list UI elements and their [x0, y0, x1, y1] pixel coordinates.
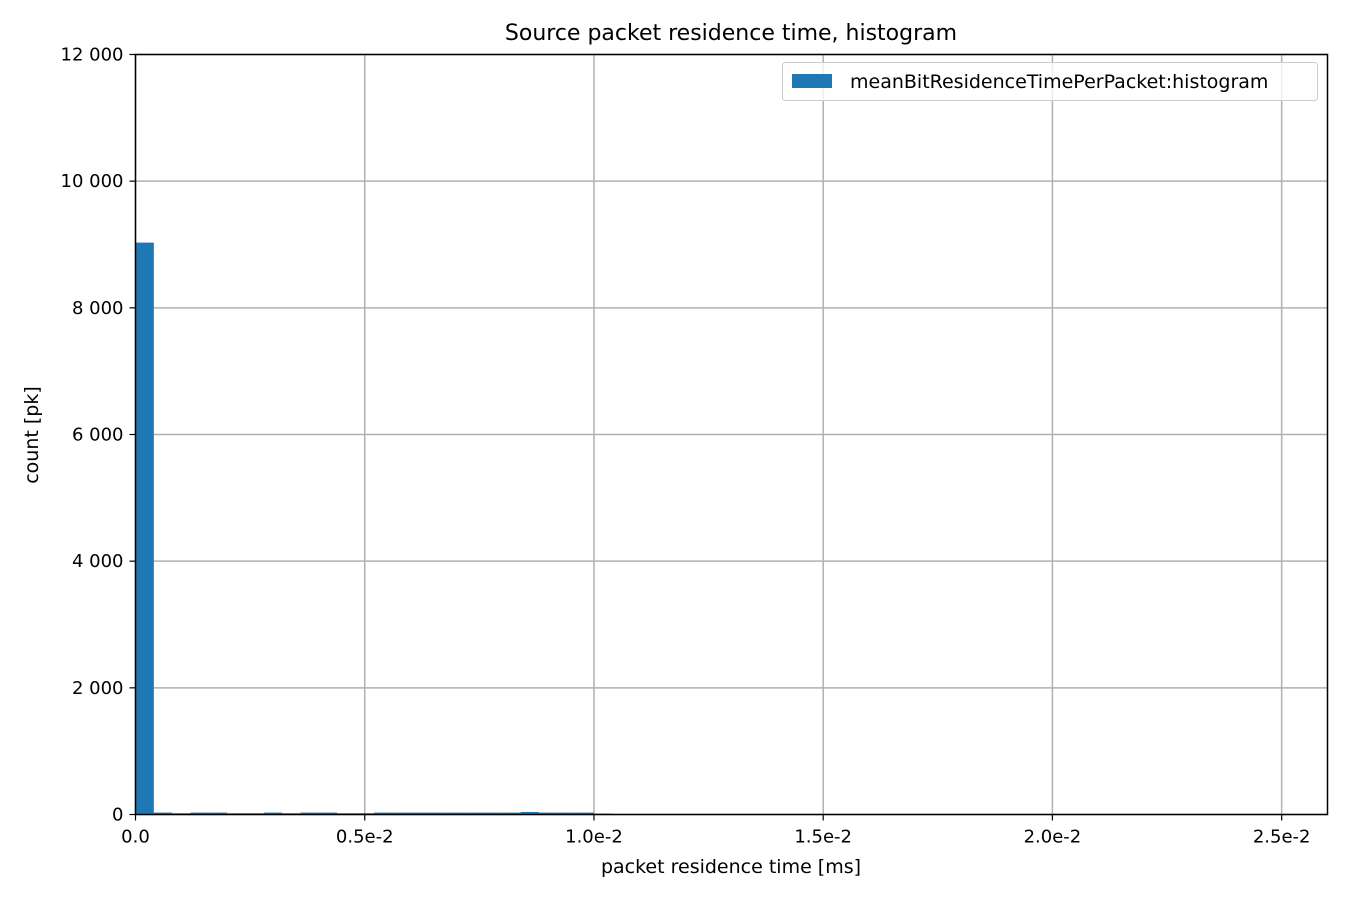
- histogram-bar: [410, 812, 429, 815]
- histogram-bar: [538, 812, 558, 815]
- x-tick-label: 2.0e-2: [1024, 827, 1082, 848]
- x-axis-label: packet residence time [ms]: [601, 856, 861, 878]
- histogram-bar: [373, 812, 393, 815]
- histogram-bar: [190, 812, 209, 815]
- histogram-bar: [300, 812, 319, 815]
- histogram-bar: [263, 812, 283, 815]
- histogram-bar: [520, 811, 539, 815]
- y-tick-label: 10 000: [61, 171, 124, 192]
- legend-swatch: [792, 74, 832, 88]
- histogram-bar: [428, 812, 448, 815]
- y-tick-label: 4 000: [72, 551, 124, 572]
- x-tick-label: 1.0e-2: [565, 827, 623, 848]
- legend-label: meanBitResidenceTimePerPacket:histogram: [850, 71, 1268, 93]
- histogram-bar: [575, 812, 594, 815]
- histogram-bar: [318, 812, 338, 815]
- histogram-bar: [483, 812, 503, 815]
- y-axis-label: count [pk]: [21, 386, 43, 484]
- histogram-bar: [557, 812, 576, 815]
- y-axis-ticks: 0 2 000 4 000 6 000 8 000 10 000 12 000: [61, 45, 136, 826]
- x-tick-label: 2.5e-2: [1253, 827, 1311, 848]
- histogram-bar: [465, 812, 484, 815]
- chart-title: Source packet residence time, histogram: [505, 21, 957, 46]
- histogram-bar: [208, 812, 228, 815]
- x-tick-label: 1.5e-2: [794, 827, 852, 848]
- y-tick-label: 2 000: [72, 678, 124, 699]
- legend-box: [782, 62, 1318, 101]
- y-tick-label: 0: [112, 805, 123, 826]
- histogram-bar: [135, 242, 154, 815]
- histogram-bar: [392, 812, 411, 815]
- histogram-bar: [447, 812, 466, 815]
- y-tick-label: 8 000: [72, 298, 124, 319]
- x-tick-label: 0.5e-2: [336, 827, 394, 848]
- histogram-bar: [153, 812, 173, 815]
- legend: meanBitResidenceTimePerPacket:histogram: [782, 62, 1318, 101]
- x-tick-label: 0.0: [121, 827, 150, 848]
- histogram-bar: [502, 812, 521, 815]
- y-tick-label: 6 000: [72, 425, 124, 446]
- x-axis-ticks: 0.0 0.5e-2 1.0e-2 1.5e-2 2.0e-2 2.5e-2: [121, 814, 1311, 848]
- y-tick-label: 12 000: [61, 45, 124, 66]
